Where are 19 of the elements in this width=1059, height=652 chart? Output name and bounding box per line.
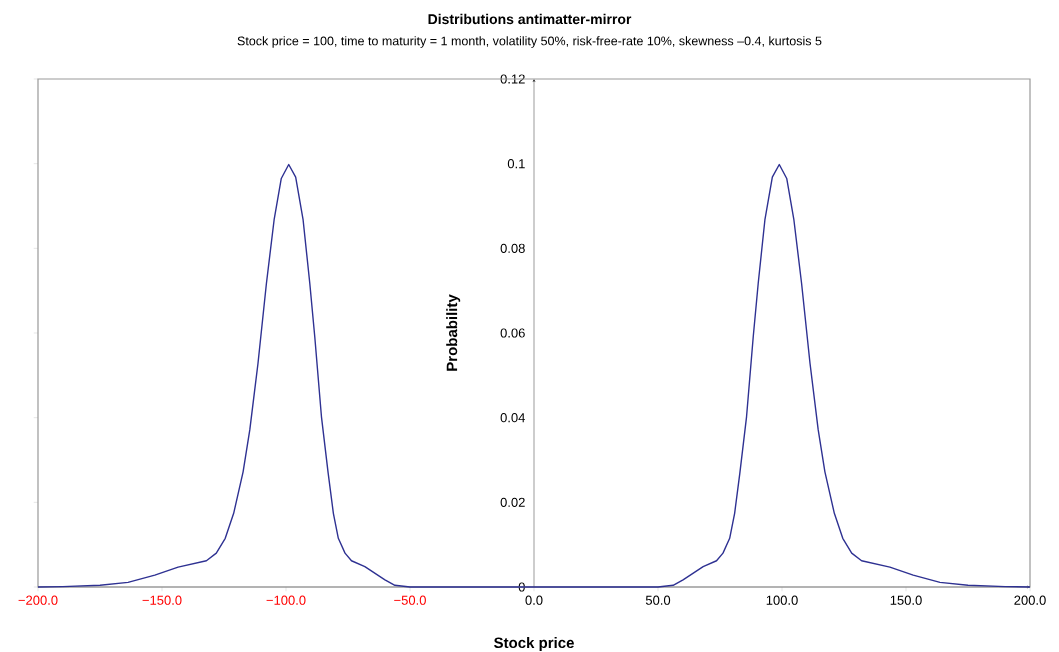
x-tick-label: −200.0 <box>18 595 58 605</box>
y-tick-label: 0.12 <box>500 74 525 84</box>
x-tick-label: 150.0 <box>890 595 922 605</box>
chart-subtitle: Stock price = 100, time to maturity = 1 month, volatility 50%, risk-free-rate 10%, skewness –0.4, kurtosis 5 <box>237 36 822 48</box>
x-tick-label: 100.0 <box>766 595 798 605</box>
x-axis-title: Stock price <box>494 637 574 652</box>
chart-title: Distributions antimatter-mirror <box>428 13 632 25</box>
x-tick-label: 50.0 <box>645 595 671 605</box>
y-tick-label: 0.1 <box>507 159 525 169</box>
y-axis-title: Probability <box>446 294 461 371</box>
y-tick-label: 0.08 <box>500 243 525 253</box>
x-tick-label: −150.0 <box>142 595 182 605</box>
x-tick-label: −50.0 <box>394 595 426 605</box>
y-tick-label: 0.02 <box>500 497 525 507</box>
x-tick-label: 200.0 <box>1014 595 1046 605</box>
x-tick-label: 0.0 <box>525 595 543 605</box>
y-tick-label: 0.04 <box>500 413 525 423</box>
y-tick-label: 0.06 <box>500 328 525 338</box>
x-tick-label: −100.0 <box>266 595 306 605</box>
